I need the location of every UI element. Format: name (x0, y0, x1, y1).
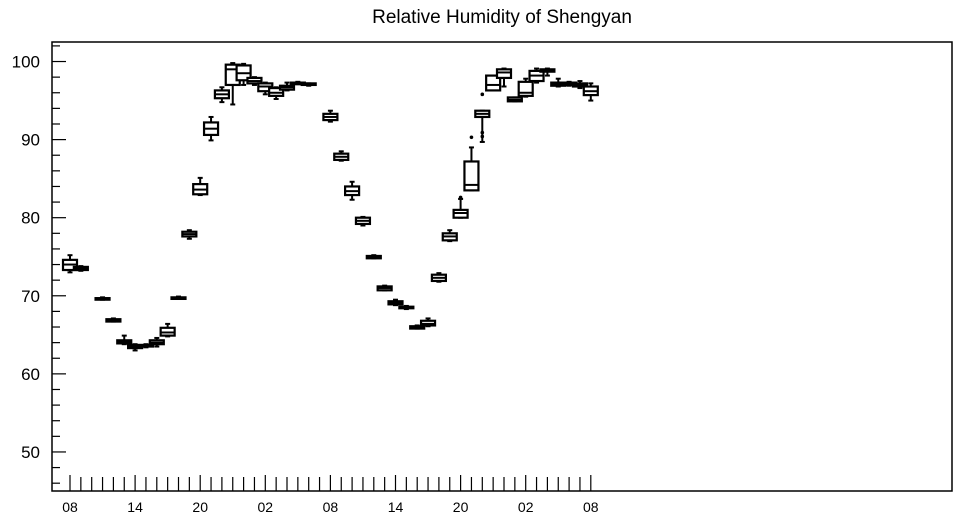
box-item (376, 284, 393, 292)
box-item (430, 272, 447, 283)
box-item (365, 254, 382, 260)
box-item (246, 76, 263, 86)
box-item (105, 317, 122, 323)
box-iqr (463, 160, 480, 192)
box-item (137, 343, 155, 349)
box-item (419, 317, 437, 328)
x-tick-label: 20 (192, 499, 208, 515)
outlier-point (480, 130, 485, 135)
box-item (463, 135, 480, 192)
box-item (387, 298, 404, 307)
box-item (354, 215, 372, 227)
x-tick-label: 14 (127, 499, 143, 515)
box-item (333, 150, 350, 162)
axes: 50 60 70 80 90 100 08 14 20 02 08 14 20 02 08 (12, 45, 599, 515)
box-item (148, 336, 165, 348)
x-tick-label: 14 (388, 499, 404, 515)
box-item (300, 82, 317, 87)
box-item (452, 195, 469, 219)
y-tick-label: 70 (21, 287, 40, 306)
box-item (409, 324, 426, 330)
box-item (116, 334, 133, 346)
outlier-point (480, 134, 485, 139)
box-item (159, 322, 176, 338)
y-tick-label: 90 (21, 131, 40, 150)
box-item (202, 115, 220, 142)
box-iqr (517, 80, 534, 97)
box-item (192, 176, 209, 197)
boxes-layer (61, 62, 599, 352)
box-item (539, 67, 556, 77)
box-item (72, 265, 89, 272)
chart-title: Relative Humidity of Shengyan (372, 7, 632, 28)
outlier-point (458, 195, 463, 200)
outlier-point (480, 92, 485, 97)
box-item (398, 304, 415, 311)
box-iqr (495, 68, 513, 80)
box-item (61, 254, 79, 274)
box-item (170, 295, 187, 301)
x-tick-label: 02 (518, 499, 534, 515)
box-item (278, 81, 296, 92)
box-item (235, 62, 252, 86)
box-item (495, 67, 513, 88)
x-tick-label: 20 (453, 499, 469, 515)
x-tick-label: 08 (62, 499, 78, 515)
y-tick-label: 100 (12, 53, 40, 72)
box-item (582, 82, 599, 102)
x-tick-label: 02 (258, 499, 274, 515)
box-item (344, 180, 361, 201)
y-tick-label: 80 (21, 209, 40, 228)
box-item (322, 109, 339, 123)
box-iqr (485, 74, 502, 92)
box-item (474, 92, 491, 143)
y-tick-label: 60 (21, 365, 40, 384)
box-item (517, 77, 534, 98)
box-item (441, 229, 458, 243)
box-item (213, 86, 230, 104)
box-item (181, 229, 198, 240)
box-item (268, 86, 285, 101)
outlier-point (469, 135, 474, 140)
x-tick-label: 08 (583, 499, 599, 515)
x-tick-label: 08 (323, 499, 339, 515)
box-item (571, 80, 589, 90)
plot-frame (51, 41, 953, 492)
box-item (528, 67, 545, 84)
box-item (485, 74, 502, 92)
box-item (506, 96, 523, 103)
box-item (94, 296, 111, 301)
y-tick-label: 50 (21, 443, 40, 462)
